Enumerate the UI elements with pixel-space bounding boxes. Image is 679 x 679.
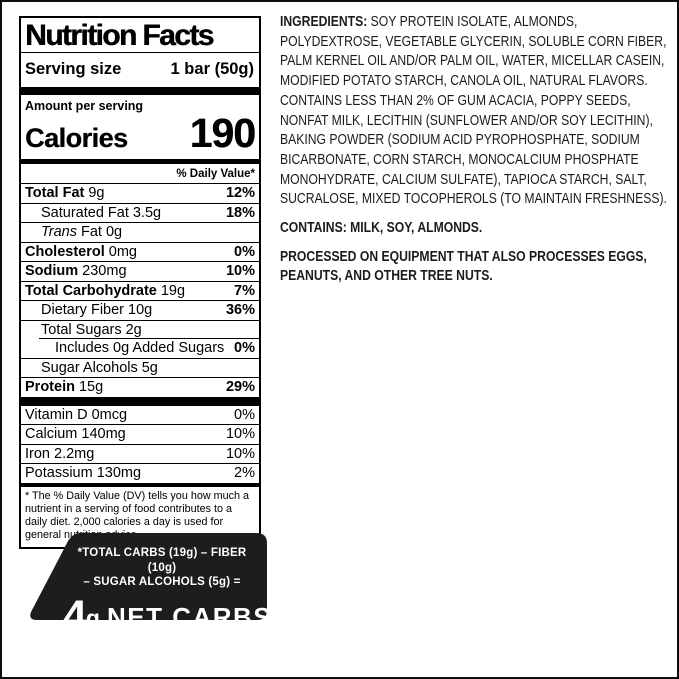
- nutrient-row-dietary-fiber: Dietary Fiber 10g 36%: [21, 300, 259, 320]
- nutrient-dv: 2%: [234, 465, 255, 481]
- net-carbs-unit: g: [85, 604, 100, 631]
- nutrient-name: Total Sugars: [41, 321, 122, 338]
- net-carbs-formula-line1: *TOTAL CARBS (19g) – FIBER (10g): [77, 547, 247, 574]
- medium-rule: [21, 159, 259, 164]
- nutrient-amount: 3.5g: [132, 204, 162, 221]
- nutrient-dv: 0%: [234, 406, 255, 423]
- nutrient-row-added-sugars: Includes 0g Added Sugars 0%: [21, 338, 259, 358]
- nutrient-name: Cholesterol: [25, 243, 105, 260]
- nutrition-facts-title: Nutrition Facts: [21, 18, 259, 53]
- amount-per-serving-label: Amount per serving: [25, 99, 144, 113]
- nutrient-amount: 15g: [78, 379, 104, 395]
- nutrient-name: Fat: [81, 224, 102, 240]
- ingredients-column: INGREDIENTS: SOY PROTEIN ISOLATE, ALMOND…: [280, 13, 670, 296]
- nutrient-amount: 230mg: [82, 263, 127, 279]
- nutrient-dv: 12%: [225, 185, 255, 201]
- net-carbs-value-row: 4g NET CARBS: [63, 591, 271, 641]
- nutrient-amount: 130mg: [96, 465, 142, 481]
- net-carbs-badge: *TOTAL CARBS (19g) – FIBER (10g) – SUGAR…: [27, 533, 271, 640]
- nutrient-dv: 29%: [225, 379, 255, 395]
- net-carbs-label: NET CARBS: [106, 601, 273, 632]
- nutrient-name: Sodium: [25, 263, 79, 279]
- ingredients-heading: INGREDIENTS:: [280, 14, 368, 30]
- ingredients-body: SOY PROTEIN ISOLATE, ALMONDS, POLYDEXTRO…: [280, 14, 667, 208]
- nutrient-dv: 0%: [234, 243, 255, 260]
- nutrient-amount: 10g: [128, 302, 153, 318]
- nutrient-row-total-carbohydrate: Total Carbohydrate 19g 7%: [21, 280, 259, 301]
- daily-value-header: % Daily Value*: [21, 164, 259, 184]
- nutrient-name: Calcium: [25, 426, 78, 442]
- nutrient-name: Sugar Alcohols: [41, 359, 138, 376]
- nutrient-amount: 0g: [105, 224, 123, 240]
- ingredients-paragraph: INGREDIENTS: SOY PROTEIN ISOLATE, ALMOND…: [280, 13, 670, 210]
- serving-size-value: 1 bar (50g): [170, 60, 254, 78]
- vitamin-row-calcium: Calcium 140mg 10%: [21, 424, 259, 444]
- nutrient-amount: 2.2mg: [54, 445, 95, 462]
- vitamin-row-potassium: Potassium 130mg 2%: [21, 463, 259, 483]
- nutrient-dv: 0%: [234, 340, 255, 356]
- nutrient-amount: 5g: [141, 359, 158, 376]
- serving-size-row: Serving size 1 bar (50g): [21, 53, 259, 87]
- thick-rule: [21, 396, 259, 406]
- nutrient-name: Total Fat: [25, 185, 85, 201]
- nutrient-name: Dietary Fiber: [41, 302, 124, 318]
- calories-value: 190: [189, 110, 256, 156]
- nutrient-name: Includes 0g Added Sugars: [55, 340, 225, 356]
- nutrient-row-total-fat: Total Fat 9g 12%: [21, 184, 259, 203]
- nutrient-name-italic: Trans: [41, 224, 77, 240]
- net-carbs-value: 4: [63, 591, 87, 640]
- calories-label: Calories: [25, 123, 128, 153]
- nutrient-dv: 10%: [225, 445, 255, 462]
- nutrient-row-saturated-fat: Saturated Fat 3.5g 18%: [21, 202, 259, 223]
- nutrient-row-trans-fat: Trans Fat 0g: [21, 222, 259, 242]
- nutrient-row-cholesterol: Cholesterol 0mg 0%: [21, 241, 259, 262]
- nutrient-row-sodium: Sodium 230mg 10%: [21, 261, 259, 281]
- nutrient-row-total-sugars: Total Sugars 2g: [21, 319, 259, 340]
- nutrient-row-sugar-alcohols: Sugar Alcohols 5g: [21, 357, 259, 378]
- nutrient-dv: 36%: [225, 302, 255, 318]
- nutrition-facts-panel: Nutrition Facts Serving size 1 bar (50g)…: [19, 16, 261, 550]
- nutrient-amount: 140mg: [81, 426, 126, 442]
- nutrient-row-protein: Protein 15g 29%: [21, 377, 259, 397]
- nutrient-name: Protein: [25, 379, 75, 395]
- calories-row: Calories 190: [21, 110, 259, 159]
- nutrient-name: Total Carbohydrate: [25, 282, 157, 299]
- nutrient-name: Iron: [25, 445, 50, 462]
- nutrient-name: Vitamin D: [25, 406, 88, 423]
- vitamin-row-vitamin-d: Vitamin D 0mcg 0%: [21, 406, 259, 425]
- thick-rule: [21, 87, 259, 95]
- serving-size-label: Serving size: [25, 60, 122, 78]
- nutrient-amount: 0mcg: [91, 406, 128, 423]
- nutrient-dv: 7%: [234, 282, 255, 299]
- nutrient-name: Saturated Fat: [41, 204, 129, 221]
- net-carbs-badge-text: *TOTAL CARBS (19g) – FIBER (10g) – SUGAR…: [27, 533, 271, 640]
- nutrient-dv: 10%: [225, 263, 255, 279]
- net-carbs-badge-shape: [30, 533, 267, 620]
- daily-value-footnote: * The % Daily Value (DV) tells you how m…: [25, 489, 250, 542]
- nutrient-amount: 19g: [160, 282, 186, 299]
- vitamin-row-iron: Iron 2.2mg 10%: [21, 443, 259, 464]
- nutrient-amount: 0mg: [108, 243, 137, 260]
- net-carbs-formula-line2: – SUGAR ALCOHOLS (5g) =: [83, 576, 241, 588]
- nutrient-amount: 9g: [88, 185, 105, 201]
- nutrient-amount: 2g: [125, 321, 142, 338]
- nutrient-dv: 10%: [225, 426, 255, 442]
- contains-statement: CONTAINS: MILK, SOY, ALMONDS.: [280, 220, 483, 237]
- nutrient-name: Potassium: [25, 465, 93, 481]
- medium-rule: [21, 482, 259, 487]
- nutrient-dv: 18%: [225, 204, 255, 221]
- processed-statement: PROCESSED ON EQUIPMENT THAT ALSO PROCESS…: [280, 248, 647, 285]
